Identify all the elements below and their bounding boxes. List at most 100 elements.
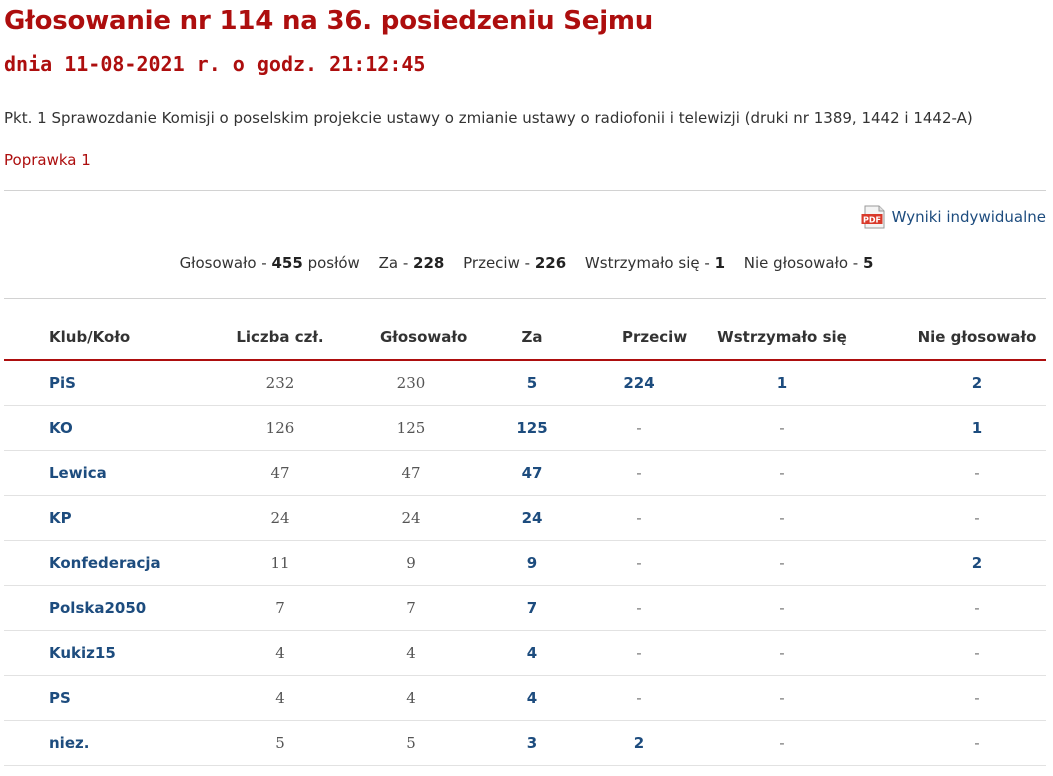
club-link[interactable]: KP <box>49 509 72 527</box>
divider <box>4 190 1046 191</box>
for-count: 228 <box>413 254 445 272</box>
cell-against[interactable]: 2 <box>622 720 656 766</box>
cell-for[interactable]: 4 <box>442 675 622 721</box>
for-label: Za - <box>378 254 409 272</box>
cell-members: 24 <box>180 495 380 541</box>
cell-club: Konfederacja <box>4 540 180 586</box>
cell-voted: 5 <box>380 720 442 766</box>
cell-members: 7 <box>180 585 380 631</box>
cell-not-voted: - <box>908 630 1046 676</box>
cell-members: 47 <box>180 450 380 496</box>
cell-voted: 7 <box>380 585 442 631</box>
individual-results-label: Wyniki indywidualne <box>891 208 1046 226</box>
cell-club: niez. <box>4 720 180 766</box>
voted-label: Głosowało - <box>179 254 267 272</box>
table-row: Konfederacja 11 9 9- -2 <box>4 540 1046 586</box>
cell-not-voted: - <box>908 720 1046 766</box>
cell-not-voted[interactable]: 2 <box>908 540 1046 586</box>
cell-for[interactable]: 3 <box>442 720 622 766</box>
cell-club: Kukiz15 <box>4 630 180 676</box>
cell-not-voted: - <box>908 450 1046 496</box>
cell-abstained: - <box>656 585 908 631</box>
table-row: KO 126 125 125- -1 <box>4 405 1046 451</box>
club-link[interactable]: Lewica <box>49 464 107 482</box>
cell-not-voted[interactable]: 1 <box>908 405 1046 451</box>
cell-against: - <box>622 450 656 496</box>
cell-for[interactable]: 125 <box>442 405 622 451</box>
cell-abstained[interactable]: 1 <box>656 360 908 406</box>
pdf-icon-label: PDF <box>863 216 881 225</box>
cell-members: 126 <box>180 405 380 451</box>
cell-members: 232 <box>180 360 380 406</box>
cell-abstained: - <box>656 495 908 541</box>
cell-for[interactable]: 47 <box>442 450 622 496</box>
cell-voted: 4 <box>380 675 442 721</box>
cell-members: 11 <box>180 540 380 586</box>
cell-not-voted: - <box>908 585 1046 631</box>
header-club: Klub/Koło <box>4 314 180 361</box>
against-count: 226 <box>534 254 567 272</box>
table-row: KP 24 24 24- - - <box>4 495 1046 541</box>
club-link[interactable]: niez. <box>49 734 90 752</box>
cell-club: KO <box>4 405 180 451</box>
cell-club: Lewica <box>4 450 180 496</box>
cell-for[interactable]: 24 <box>442 495 622 541</box>
header-against: Przeciw <box>622 314 687 361</box>
cell-for[interactable]: 4 <box>442 630 622 676</box>
header-not-voted: Nie głosowało <box>908 314 1046 361</box>
cell-abstained: - <box>656 540 908 586</box>
club-link[interactable]: PiS <box>49 374 76 392</box>
club-link[interactable]: Kukiz15 <box>49 644 116 662</box>
cell-abstained: - <box>656 450 908 496</box>
header-voted: Głosowało <box>380 314 467 361</box>
amendment-link[interactable]: Poprawka 1 <box>4 151 91 169</box>
club-link[interactable]: KO <box>49 419 73 437</box>
cell-club: KP <box>4 495 180 541</box>
table-row: PiS 232 230 5 224 1 2 <box>4 360 1046 406</box>
table-row: PS 4 4 4- - - <box>4 675 1046 721</box>
cell-for[interactable]: 9 <box>442 540 622 586</box>
cell-club: Polska2050 <box>4 585 180 631</box>
club-link[interactable]: PS <box>49 689 71 707</box>
abstained-count: 1 <box>714 254 725 272</box>
abstained-label: Wstrzymało się - <box>584 254 710 272</box>
divider <box>4 298 1046 299</box>
voted-count: 455 <box>271 254 303 272</box>
cell-for[interactable]: 7 <box>442 585 622 631</box>
cell-abstained: - <box>656 630 908 676</box>
club-link[interactable]: Polska2050 <box>49 599 147 617</box>
club-link[interactable]: Konfederacja <box>49 554 161 572</box>
club-results-table: Klub/Koło Liczba czł. Głosowało Za Przec… <box>4 314 1046 766</box>
cell-against: - <box>622 675 656 721</box>
header-members: Liczba czł. <box>180 314 380 361</box>
individual-results-pdf-link[interactable]: PDF Wyniki indywidualne <box>861 205 1046 229</box>
header-for: Za <box>442 314 622 361</box>
cell-club: PS <box>4 675 180 721</box>
cell-voted: 125 <box>380 405 442 451</box>
cell-members: 4 <box>180 675 380 721</box>
cell-voted: 230 <box>380 360 442 406</box>
cell-voted: 24 <box>380 495 442 541</box>
voted-unit: posłów <box>307 254 360 272</box>
not-voted-count: 5 <box>862 254 874 272</box>
cell-against: - <box>622 495 656 541</box>
vote-datetime: dnia 11-08-2021 r. o godz. 21:12:45 <box>4 52 426 76</box>
table-row: Kukiz15 4 4 4- - - <box>4 630 1046 676</box>
pdf-icon: PDF <box>861 205 885 229</box>
cell-abstained: - <box>656 405 908 451</box>
cell-for[interactable]: 5 <box>442 360 622 406</box>
table-header-row: Klub/Koło Liczba czł. Głosowało Za Przec… <box>4 314 1046 361</box>
cell-not-voted: - <box>908 495 1046 541</box>
cell-not-voted: - <box>908 675 1046 721</box>
cell-not-voted[interactable]: 2 <box>908 360 1046 406</box>
vote-summary: Głosowało - 455 posłów Za - 228 Przeciw … <box>0 254 1053 272</box>
cell-against[interactable]: 224 <box>622 360 656 406</box>
table-row: Lewica 47 47 47- - - <box>4 450 1046 496</box>
cell-members: 5 <box>180 720 380 766</box>
cell-abstained: - <box>656 720 908 766</box>
cell-against: - <box>622 585 656 631</box>
header-abstained: Wstrzymało się <box>656 314 908 361</box>
not-voted-label: Nie głosowało - <box>743 254 859 272</box>
page-title: Głosowanie nr 114 na 36. posiedzeniu Sej… <box>4 6 654 36</box>
against-label: Przeciw - <box>463 254 531 272</box>
